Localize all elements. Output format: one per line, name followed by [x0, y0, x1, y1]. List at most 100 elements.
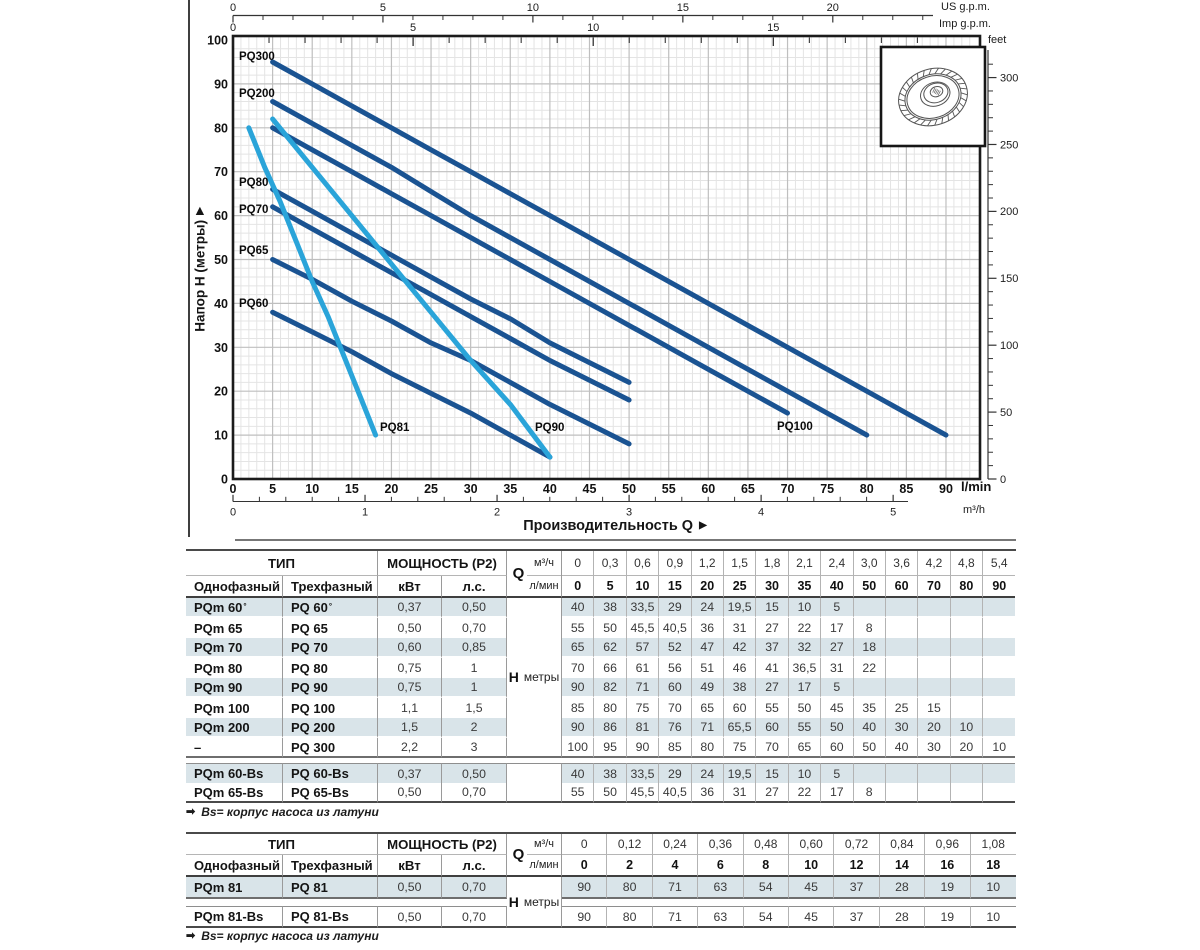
h-value [983, 763, 1016, 783]
q-m3h-value: 2,4 [821, 551, 854, 576]
h-value: 32 [788, 638, 822, 658]
h-value: 22 [854, 658, 886, 678]
h-value: 82 [594, 678, 627, 698]
h-value [885, 598, 919, 618]
h-value: 50 [594, 783, 627, 803]
h-value: 42 [723, 638, 757, 658]
h-value: 65 [562, 638, 595, 658]
pump-name: PQm 65-Bs [194, 784, 264, 800]
h-value: 10 [970, 877, 1016, 899]
q-lmin-value: 10 [626, 576, 660, 598]
header-label: Однофазный [194, 857, 281, 873]
curve-PQ300 [270, 59, 949, 438]
h-value: 85 [659, 738, 692, 758]
h-meters-cell [507, 763, 562, 803]
q-lmin-value: 6 [698, 855, 744, 877]
axis-tick-label: 10 [214, 429, 228, 443]
h-value: 45 [788, 877, 835, 899]
axis-tick-label: 80 [214, 121, 228, 135]
axis-tick-label: 200 [1000, 206, 1018, 218]
h-value: 76 [659, 718, 692, 738]
h-value [951, 698, 984, 718]
power-hp: 0,50 [442, 763, 507, 783]
feet-unit-label: feet [988, 34, 1007, 46]
h-value: 29 [659, 763, 692, 783]
h-value [950, 678, 984, 698]
q-lmin-value: 0 [562, 576, 595, 598]
axis-tick-label: 1 [362, 507, 368, 519]
curve-PQ81 [246, 125, 379, 438]
pump-name: PQm 70 [194, 639, 243, 655]
pump-name: PQ 90 [291, 679, 328, 695]
h-value: 10 [788, 598, 822, 618]
axis-tick-label: 10 [527, 2, 539, 14]
q-lmin-value: 30 [756, 576, 789, 598]
h-value: 5 [821, 763, 854, 783]
power-kw: 1,5 [378, 718, 442, 738]
h-value: 65,5 [723, 718, 757, 738]
footnote-2: ➡ Bs= корпус насоса из латуни [186, 929, 379, 943]
h-value [918, 638, 951, 658]
q-m3h-value: 0,60 [788, 834, 835, 855]
h-axis-labels: 0 10 20 30 40 50 60 70 80 90 100 [207, 34, 228, 487]
header-kw: кВт [378, 576, 442, 598]
h-value: 27 [756, 783, 789, 803]
axis-tick-label: 35 [503, 482, 517, 496]
axis-tick-label: 20 [827, 2, 839, 14]
q-lmin-value: 5 [594, 576, 627, 598]
power-kw: 2,2 [378, 738, 442, 758]
h-value: 29 [659, 598, 692, 618]
q-lmin-value: 20 [691, 576, 724, 598]
axis-tick-label: 15 [677, 2, 689, 14]
header-label: ТИП [267, 555, 295, 571]
lmin-unit: л/мин [529, 580, 559, 592]
pump-name: PQ 65-Bs [291, 784, 349, 800]
q-m3h-value: 0 [562, 834, 608, 855]
right-arrow-icon: ▶ [699, 520, 707, 531]
power-kw: 0,50 [378, 783, 442, 803]
h-value: 30 [918, 738, 951, 758]
h-value [951, 618, 984, 638]
axis-tick-label: 0 [230, 507, 236, 519]
h-value: 17 [788, 678, 822, 698]
h-value: 45 [821, 698, 854, 718]
header-label: МОЩНОСТЬ (P2) [387, 555, 497, 571]
q-m3h-value: 4,8 [950, 551, 984, 576]
header-three-phase: Трехфазный [283, 576, 378, 598]
y-axis-title: Напор H (метры) ▶ [193, 140, 210, 400]
pump-name: PQm 65 [194, 620, 243, 636]
h-value: 20 [918, 718, 951, 738]
header-label: Трехфазный [291, 578, 373, 594]
axis-tick-label: 15 [767, 22, 779, 34]
power-kw: 0,50 [378, 906, 442, 928]
q-lmin-value: 18 [970, 855, 1016, 877]
h-value [853, 763, 886, 783]
pump-name: PQ 300 [291, 739, 336, 755]
h-value: 19 [925, 877, 971, 899]
gap-row [186, 899, 507, 906]
axis-tick-label: 50 [1000, 407, 1012, 419]
h-value: 63 [698, 877, 744, 899]
feet-axis: 0 50 100 150 200 250 300 [987, 50, 1018, 486]
pump-name: PQ 60-Bs [291, 766, 349, 781]
pump-name: PQm 90 [194, 679, 243, 695]
h-value: 27 [756, 618, 789, 638]
h-value [918, 598, 951, 618]
q-lmin-value: 12 [834, 855, 880, 877]
axis-tick-label: 15 [345, 482, 359, 496]
axis-tick-label: 55 [662, 482, 676, 496]
m3h-unit: м³/ч [527, 834, 561, 855]
axis-tick-label: 5 [380, 2, 386, 14]
curve-label-PQ70: PQ70 [239, 204, 268, 216]
h-value [950, 763, 984, 783]
h-value: 50 [853, 738, 886, 758]
h-value: 70 [659, 698, 692, 718]
pump-name-single: PQm 81 [186, 877, 283, 899]
q-lmin-value: 15 [659, 576, 692, 598]
h-value: 10 [970, 906, 1016, 928]
h-value [918, 678, 951, 698]
x-axis-title-text: Производительность Q [523, 518, 694, 534]
h-value: 45,5 [627, 618, 660, 638]
